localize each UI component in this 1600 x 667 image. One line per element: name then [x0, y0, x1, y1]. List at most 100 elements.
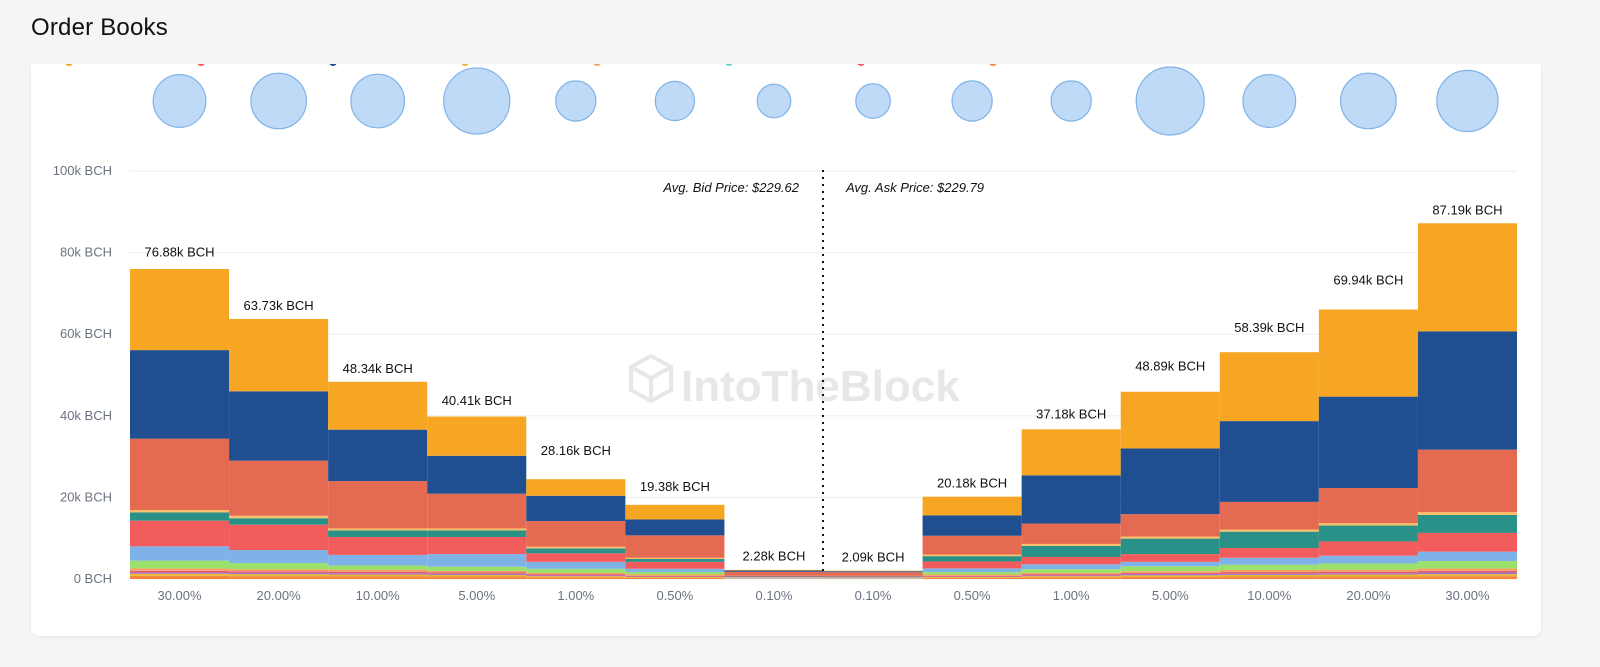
bar-segment[interactable] — [130, 573, 230, 576]
bar-segment[interactable] — [427, 570, 527, 573]
depth-bubble[interactable] — [555, 80, 597, 122]
bar-segment[interactable] — [229, 524, 329, 551]
bar-segment[interactable] — [1417, 223, 1517, 332]
bar-segment[interactable] — [229, 574, 329, 577]
bar-segment[interactable] — [130, 560, 230, 569]
bar-segment[interactable] — [922, 561, 1022, 569]
bar-segment[interactable] — [526, 575, 626, 577]
bar-segment[interactable] — [427, 566, 527, 571]
depth-bubble[interactable] — [855, 83, 891, 119]
depth-bubble[interactable] — [1135, 66, 1205, 136]
bar-segment[interactable] — [625, 559, 725, 562]
bar-segment[interactable] — [1219, 421, 1319, 502]
bar-segment[interactable] — [229, 569, 329, 572]
bar-segment[interactable] — [625, 576, 725, 578]
bar-segment[interactable] — [922, 575, 1022, 577]
bar-segment[interactable] — [328, 530, 428, 537]
bar-segment[interactable] — [1219, 576, 1319, 579]
depth-bubble[interactable] — [1050, 80, 1092, 122]
bar-segment[interactable] — [1021, 576, 1121, 578]
bar-segment[interactable] — [1021, 574, 1121, 576]
bar-segment[interactable] — [1219, 572, 1319, 574]
bar-segment[interactable] — [427, 574, 527, 577]
bar-segment[interactable] — [427, 572, 527, 574]
bar-segment[interactable] — [427, 576, 527, 579]
bar-segment[interactable] — [625, 519, 725, 536]
bar-segment[interactable] — [526, 546, 626, 549]
bar-segment[interactable] — [1417, 561, 1517, 569]
bar-segment[interactable] — [625, 568, 725, 573]
bar-segment[interactable] — [724, 571, 824, 576]
bar-segment[interactable] — [1417, 331, 1517, 450]
bar-segment[interactable] — [1021, 475, 1121, 524]
bar-segment[interactable] — [922, 576, 1022, 578]
depth-bubble[interactable] — [1242, 74, 1297, 128]
bar-segment[interactable] — [922, 515, 1022, 536]
bar-segment[interactable] — [1021, 564, 1121, 570]
bar-segment[interactable] — [1120, 538, 1220, 555]
bar-segment[interactable] — [1318, 571, 1418, 574]
bar-segment[interactable] — [922, 556, 1022, 562]
bar-segment[interactable] — [1021, 429, 1121, 476]
bar-segment[interactable] — [1219, 570, 1319, 573]
bar-segment[interactable] — [625, 504, 725, 520]
bar-segment[interactable] — [1318, 488, 1418, 524]
bar-segment[interactable] — [526, 495, 626, 522]
bar-segment[interactable] — [724, 576, 824, 578]
bar-segment[interactable] — [724, 577, 824, 578]
bar-segment[interactable] — [625, 575, 725, 577]
bar-segment[interactable] — [823, 570, 923, 572]
bar-segment[interactable] — [328, 554, 428, 566]
bar-segment[interactable] — [1417, 576, 1517, 579]
bar-segment[interactable] — [1120, 566, 1220, 572]
bar-segment[interactable] — [328, 574, 428, 577]
bar-segment[interactable] — [427, 455, 527, 494]
depth-bubble[interactable] — [152, 74, 207, 128]
bar-segment[interactable] — [229, 550, 329, 564]
bar-segment[interactable] — [1417, 514, 1517, 533]
bar-segment[interactable] — [130, 575, 230, 579]
bar-segment[interactable] — [1120, 572, 1220, 575]
depth-bubble[interactable] — [756, 83, 792, 119]
bar-segment[interactable] — [427, 573, 527, 575]
bar-segment[interactable] — [1021, 543, 1121, 546]
bar-segment[interactable] — [130, 269, 230, 351]
bar-segment[interactable] — [328, 481, 428, 529]
bar-segment[interactable] — [130, 350, 230, 439]
bar-segment[interactable] — [130, 520, 230, 547]
bar-segment[interactable] — [1021, 572, 1121, 575]
bar-segment[interactable] — [526, 574, 626, 576]
bar-segment[interactable] — [1417, 570, 1517, 573]
bar-segment[interactable] — [625, 572, 725, 575]
bar-segment[interactable] — [922, 554, 1022, 557]
bar-segment[interactable] — [823, 576, 923, 578]
bar-segment[interactable] — [1021, 545, 1121, 557]
bar-segment[interactable] — [1318, 573, 1418, 575]
bar-segment[interactable] — [1417, 572, 1517, 575]
bar-segment[interactable] — [130, 512, 230, 521]
bar-segment[interactable] — [328, 565, 428, 570]
bar-segment[interactable] — [625, 574, 725, 576]
bar-segment[interactable] — [1120, 571, 1220, 573]
bar-segment[interactable] — [328, 571, 428, 574]
bar-segment[interactable] — [1417, 568, 1517, 571]
bar-segment[interactable] — [1318, 541, 1418, 556]
bar-segment[interactable] — [1021, 523, 1121, 544]
bar-segment[interactable] — [1219, 352, 1319, 422]
bar-segment[interactable] — [724, 570, 824, 572]
depth-bubble[interactable] — [1436, 69, 1499, 133]
bar-segment[interactable] — [526, 521, 626, 547]
bar-segment[interactable] — [427, 530, 527, 537]
bar-segment[interactable] — [1318, 563, 1418, 570]
bar-segment[interactable] — [229, 391, 329, 461]
bar-segment[interactable] — [922, 535, 1022, 555]
bar-segment[interactable] — [1120, 574, 1220, 576]
bar-segment[interactable] — [229, 515, 329, 519]
bar-segment[interactable] — [1219, 564, 1319, 571]
bar-segment[interactable] — [130, 438, 230, 511]
bar-segment[interactable] — [328, 528, 428, 531]
bar-segment[interactable] — [1120, 391, 1220, 449]
bar-segment[interactable] — [922, 496, 1022, 516]
bar-segment[interactable] — [1219, 557, 1319, 565]
bar-segment[interactable] — [1318, 576, 1418, 579]
